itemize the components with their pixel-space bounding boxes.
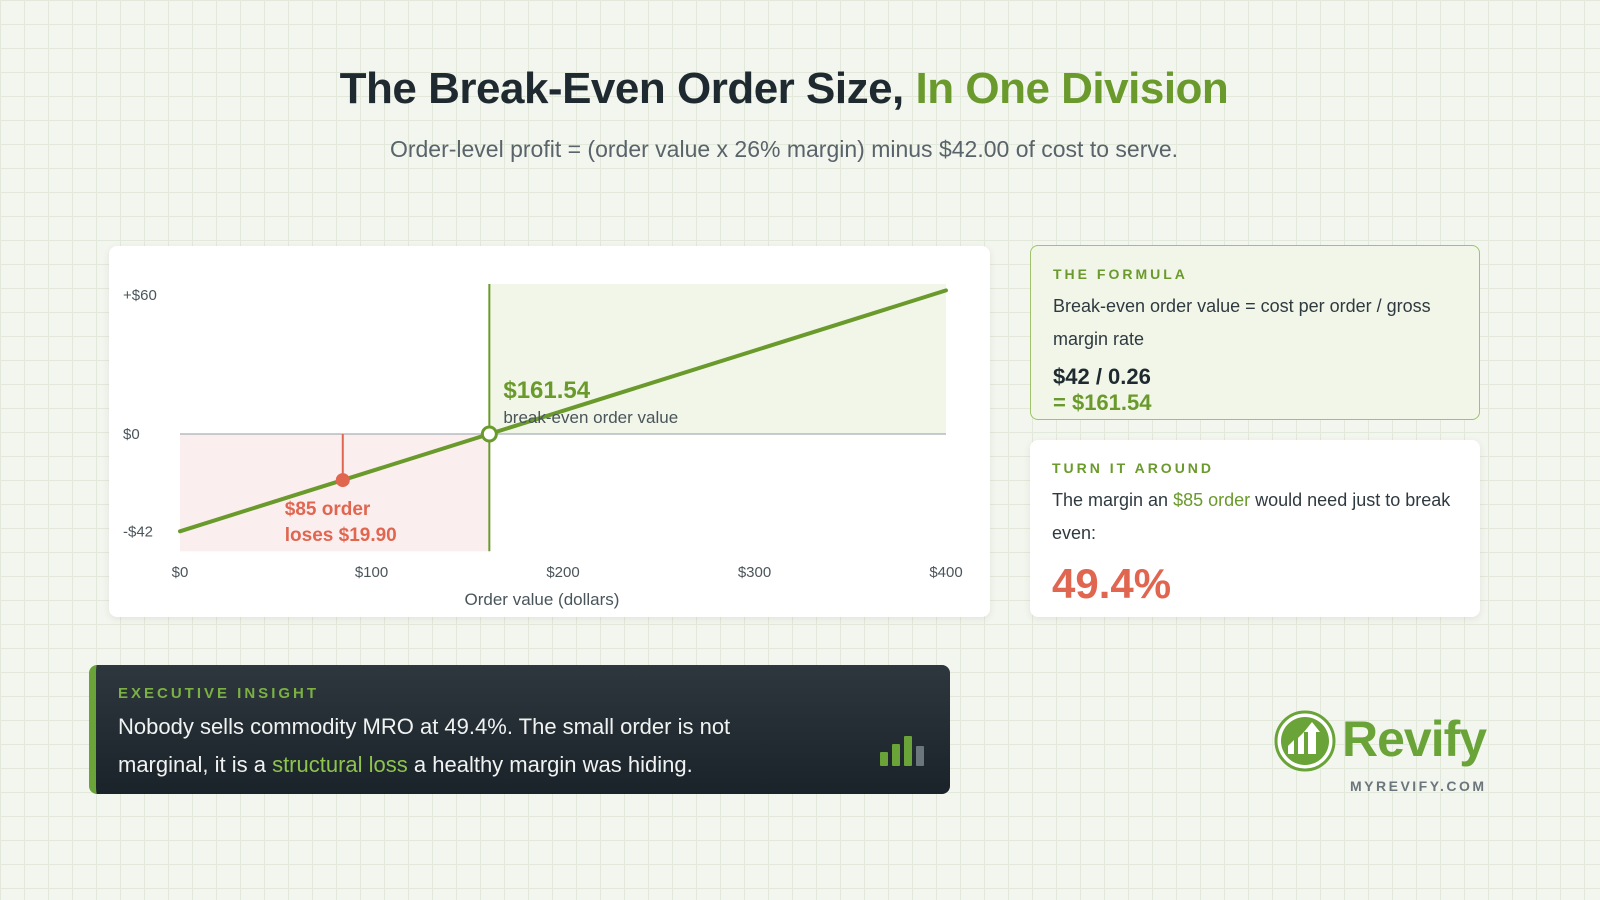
break-even-chart: +$60 $0 -$42 $0 $100 $200 $300 $400 Order value … <box>123 284 963 609</box>
y-tick-label: $0 <box>123 426 140 443</box>
loss-region <box>180 434 490 552</box>
brand-logo: Revify MYREVIFY.COM <box>1274 708 1487 798</box>
formula-kicker: THE FORMULA <box>1053 266 1188 282</box>
insight-text-highlight: structural loss <box>272 752 408 777</box>
revify-logo-icon <box>1274 710 1336 772</box>
chart-card: +$60 $0 -$42 $0 $100 $200 $300 $400 Order value … <box>109 246 990 617</box>
turn-text: The margin an $85 order would need just … <box>1052 484 1458 550</box>
x-axis-label: Order value (dollars) <box>465 590 620 609</box>
insight-kicker: EXECUTIVE INSIGHT <box>118 685 320 702</box>
page-title: The Break-Even Order Size, In One Divisi… <box>0 64 1568 114</box>
brand-name: Revify <box>1342 711 1487 767</box>
break-even-value-label: $161.54 <box>503 377 590 404</box>
title-main: The Break-Even Order Size, <box>339 64 905 113</box>
turn-text-before: The margin an <box>1052 490 1174 510</box>
turn-text-after: would need just to break even: <box>1052 490 1451 543</box>
brand-url: MYREVIFY.COM <box>1350 778 1487 794</box>
y-tick-label: -$42 <box>123 523 153 540</box>
formula-text: Break-even order value = cost per order … <box>1053 296 1431 349</box>
page-subtitle: Order-level profit = (order value x 26% … <box>389 136 1179 162</box>
x-tick-label: $400 <box>929 564 962 581</box>
required-margin-value: 49.4% <box>1052 560 1172 607</box>
executive-insight-panel: EXECUTIVE INSIGHT Nobody sells commodity… <box>89 665 950 794</box>
y-tick-label: +$60 <box>123 287 157 304</box>
break-even-point <box>480 425 498 443</box>
example-order-point <box>335 473 350 488</box>
insight-text-after: a healthy margin was hiding. <box>407 752 693 777</box>
turn-around-card: TURN IT AROUND The margin an $85 order w… <box>1030 440 1480 617</box>
turn-text-highlight: $85 order <box>1173 490 1251 510</box>
break-even-text-label: break-even order value <box>503 408 678 427</box>
formula-result: = $161.54 <box>1053 390 1152 415</box>
x-tick-label: $300 <box>738 564 771 581</box>
formula-card: THE FORMULA Break-even order value = cos… <box>1030 245 1480 420</box>
x-tick-label: $100 <box>355 564 388 581</box>
turn-kicker: TURN IT AROUND <box>1052 460 1215 476</box>
insight-text-before: Nobody sells commodity MRO at 49.4%. The… <box>118 714 731 777</box>
insight-text: Nobody sells commodity MRO at 49.4%. The… <box>118 708 758 784</box>
title-accent: In One Division <box>915 64 1229 113</box>
example-label-line2: loses $19.90 <box>285 525 397 546</box>
x-tick-label: $200 <box>546 564 579 581</box>
bar-chart-icon <box>880 736 924 766</box>
formula-calc: $42 / 0.26 <box>1053 364 1151 389</box>
example-label-line1: $85 order <box>285 499 371 520</box>
x-tick-label: $0 <box>172 564 189 581</box>
